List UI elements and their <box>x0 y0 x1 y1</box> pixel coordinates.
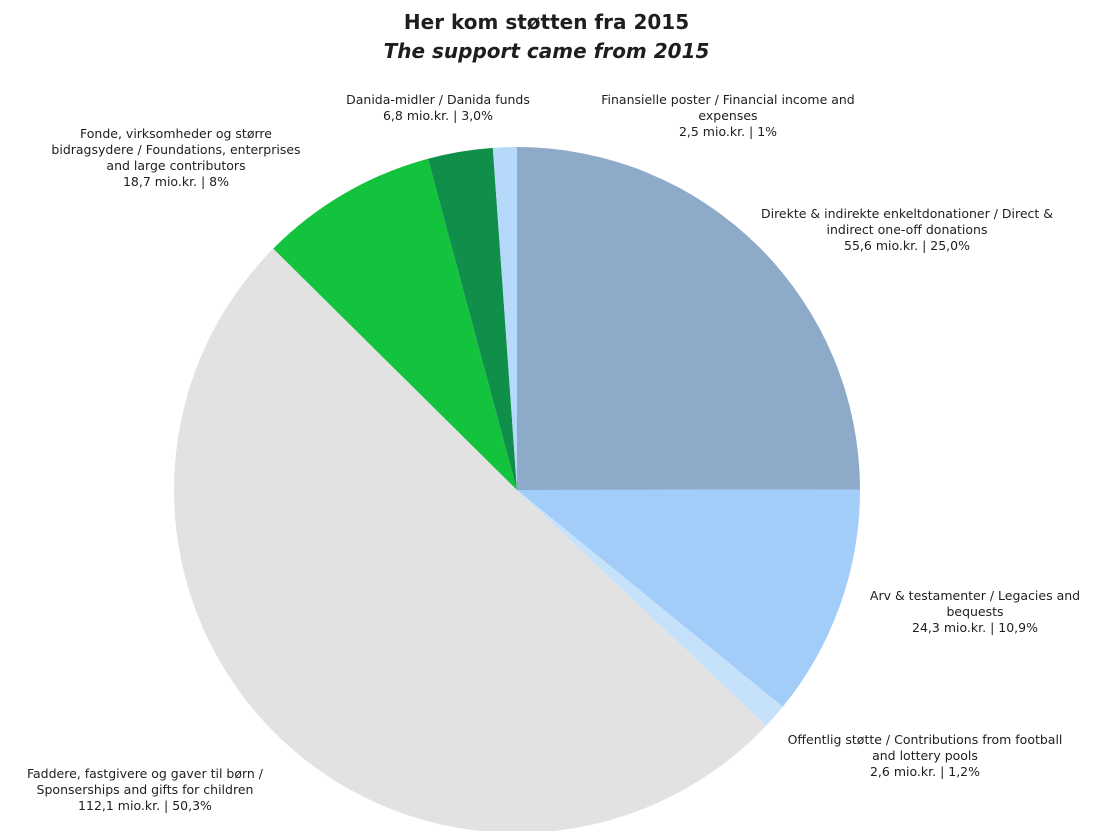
slice-label-name: Direkte & indirekte enkeltdonationer / D… <box>760 206 1054 237</box>
slice-label-name: Danida-midler / Danida funds <box>346 92 530 107</box>
slice-sponsorships <box>174 248 767 831</box>
slice-financial <box>492 147 517 490</box>
chart-title: Her kom støtten fra 2015 <box>403 10 690 34</box>
slice-label-value: 112,1 mio.kr. | 50,3% <box>78 798 212 813</box>
slice-label-foundations: Fonde, virksomheder og større bidragsyde… <box>45 126 307 190</box>
slice-label-name: Arv & testamenter / Legacies and bequest… <box>869 588 1081 619</box>
slice-label-name: Fonde, virksomheder og større bidragsyde… <box>51 126 301 173</box>
slice-danida <box>427 147 517 490</box>
slice-label-value: 2,6 mio.kr. | 1,2% <box>869 764 981 779</box>
slice-legacies <box>517 489 861 707</box>
slice-public-support <box>517 490 783 726</box>
chart-subtitle: The support came from 2015 <box>383 39 710 63</box>
slice-label-sponsorships: Faddere, fastgivere og gaver til børn / … <box>20 766 270 814</box>
slice-label-value: 18,7 mio.kr. | 8% <box>122 174 230 189</box>
slice-label-value: 24,3 mio.kr. | 10,9% <box>912 620 1038 635</box>
slice-label-name: Finansielle poster / Financial income an… <box>601 92 855 123</box>
slice-label-value: 55,6 mio.kr. | 25,0% <box>844 238 970 253</box>
slice-label-danida: Danida-midler / Danida funds 6,8 mio.kr.… <box>318 92 558 124</box>
slice-label-legacies: Arv & testamenter / Legacies and bequest… <box>866 588 1084 636</box>
slice-label-name: Faddere, fastgivere og gaver til børn / … <box>26 766 264 797</box>
slice-label-value: 2,5 mio.kr. | 1% <box>678 124 778 139</box>
slice-label-public-support: Offentlig støtte / Contributions from fo… <box>780 732 1070 780</box>
slice-one-off-donations <box>517 147 860 490</box>
slice-label-financial: Finansielle poster / Financial income an… <box>578 92 878 140</box>
slice-label-value: 6,8 mio.kr. | 3,0% <box>382 108 494 123</box>
slice-foundations <box>273 158 517 490</box>
slice-label-one-off-donations: Direkte & indirekte enkeltdonationer / D… <box>742 206 1072 254</box>
slice-label-name: Offentlig støtte / Contributions from fo… <box>787 732 1063 763</box>
